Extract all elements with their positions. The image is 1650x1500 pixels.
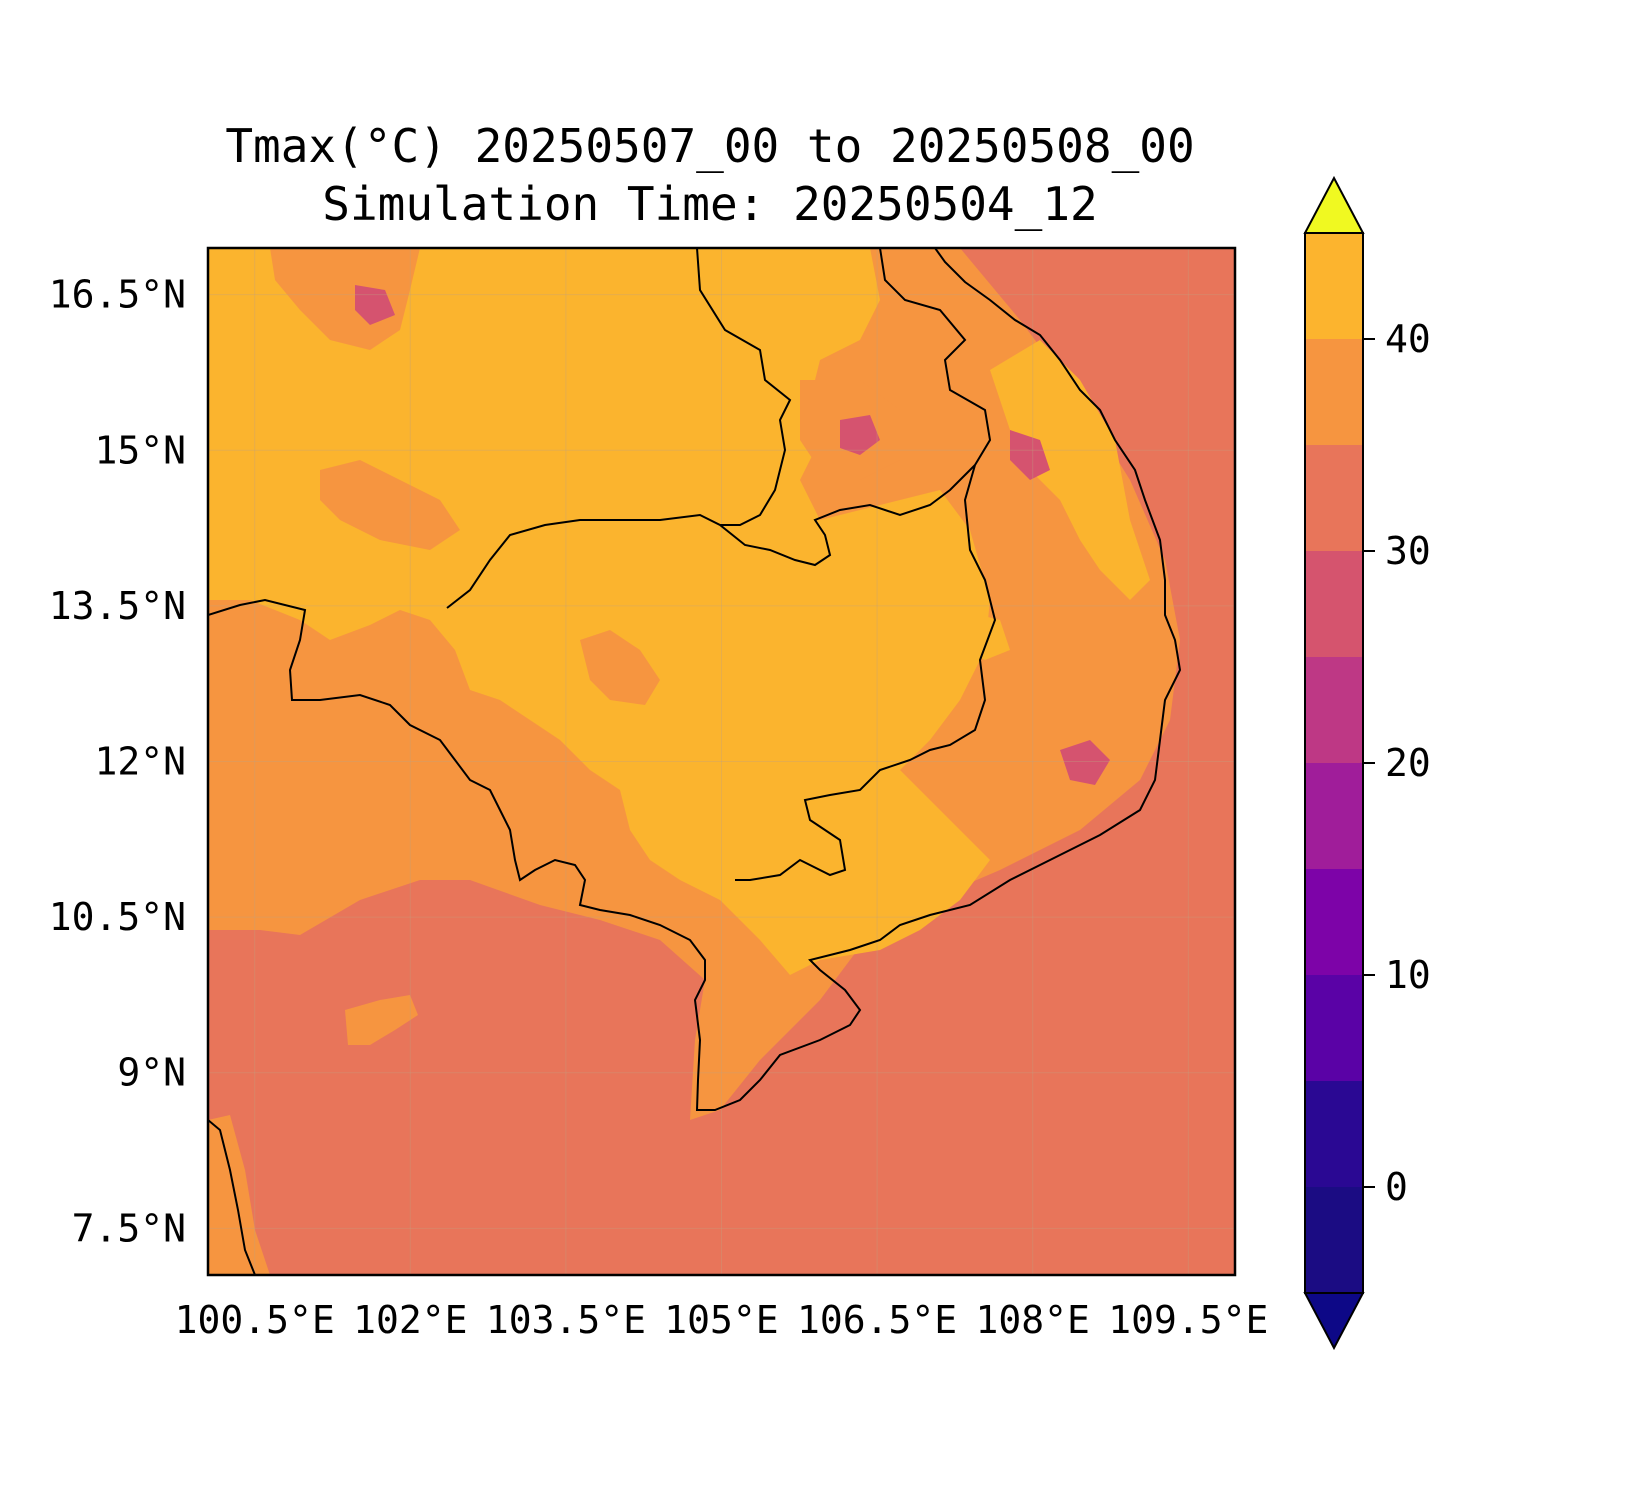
colorbar-tick-label: 20 bbox=[1385, 741, 1431, 785]
lat-label: 9°N bbox=[117, 1051, 186, 1095]
latitude-tick-labels: 16.5°N 15°N 13.5°N 12°N 10.5°N 9°N 7.5°N bbox=[49, 273, 186, 1251]
colorbar-tick-label: 30 bbox=[1385, 529, 1431, 573]
contour-30-35-patch-b bbox=[320, 460, 460, 550]
colorbar-segment bbox=[1305, 869, 1363, 975]
coastline-gulf bbox=[208, 248, 1182, 1111]
border-cambodia-north bbox=[446, 464, 976, 609]
contour-20-25-patch-c bbox=[1060, 740, 1110, 785]
colorbar-segment bbox=[1305, 339, 1363, 445]
contour-35-40-east-small bbox=[960, 610, 1010, 660]
map-title: Tmax(°C) 20250507_00 to 20250508_00 bbox=[225, 119, 1195, 173]
lat-label: 12°N bbox=[94, 740, 186, 784]
colorbar-tick-label: 40 bbox=[1385, 317, 1431, 361]
contour-30-35-patch-a bbox=[580, 630, 660, 705]
lon-label: 105°E bbox=[664, 1298, 778, 1342]
lat-label: 7.5°N bbox=[72, 1206, 186, 1250]
border-laos-vietnam bbox=[879, 248, 992, 466]
border-cambodia-east bbox=[735, 464, 997, 881]
colorbar-extend-high bbox=[1303, 175, 1365, 234]
colorbar-segment bbox=[1305, 1081, 1363, 1187]
contour-20-25-patch-b bbox=[1010, 430, 1050, 480]
lat-label: 13.5°N bbox=[49, 584, 186, 628]
lon-label: 103.5°E bbox=[486, 1298, 646, 1342]
map-area bbox=[208, 248, 1235, 1275]
colorbar-segment bbox=[1305, 233, 1363, 339]
border-laos-thailand bbox=[696, 248, 792, 526]
colorbar-segment bbox=[1305, 445, 1363, 551]
map-subtitle: Simulation Time: 20250504_12 bbox=[322, 177, 1098, 231]
contour-35-40-east bbox=[990, 340, 1150, 600]
contour-30-35-patch-c bbox=[270, 248, 420, 350]
colorbar-tick-label: 0 bbox=[1385, 1165, 1408, 1209]
colorbar-segment bbox=[1305, 763, 1363, 869]
lat-label: 16.5°N bbox=[49, 273, 186, 317]
lat-label: 15°N bbox=[94, 428, 186, 472]
contour-30-35-west-strip bbox=[208, 1115, 270, 1275]
borders-and-coastlines bbox=[208, 248, 1182, 1275]
lon-label: 108°E bbox=[976, 1298, 1090, 1342]
lat-label: 10.5°N bbox=[49, 895, 186, 939]
colorbar-tick-label: 10 bbox=[1385, 953, 1431, 997]
lon-label: 100.5°E bbox=[175, 1298, 335, 1342]
contour-20-25-patch-d bbox=[355, 285, 395, 325]
colorbar: 0 10 20 30 40 bbox=[1303, 175, 1431, 1351]
colorbar-extend-low bbox=[1303, 1292, 1365, 1351]
colorbar-segment bbox=[1305, 657, 1363, 763]
lon-label: 109.5°E bbox=[1108, 1298, 1268, 1342]
lon-label: 102°E bbox=[353, 1298, 467, 1342]
lon-label: 106.5°E bbox=[797, 1298, 957, 1342]
contour-20-25-patch-a bbox=[840, 415, 880, 455]
map-frame bbox=[206, 246, 1237, 1277]
gridlines bbox=[208, 248, 1235, 1275]
colorbar-segment bbox=[1305, 975, 1363, 1081]
colorbar-segment bbox=[1305, 1187, 1363, 1293]
contour-35-40-north bbox=[208, 248, 990, 975]
longitude-tick-labels: 100.5°E 102°E 103.5°E 105°E 106.5°E 108°E 109.… bbox=[175, 1298, 1269, 1342]
border-west-thailand bbox=[208, 1119, 256, 1275]
colorbar-segment bbox=[1305, 551, 1363, 657]
contour-30-35-small-sea bbox=[345, 995, 418, 1045]
